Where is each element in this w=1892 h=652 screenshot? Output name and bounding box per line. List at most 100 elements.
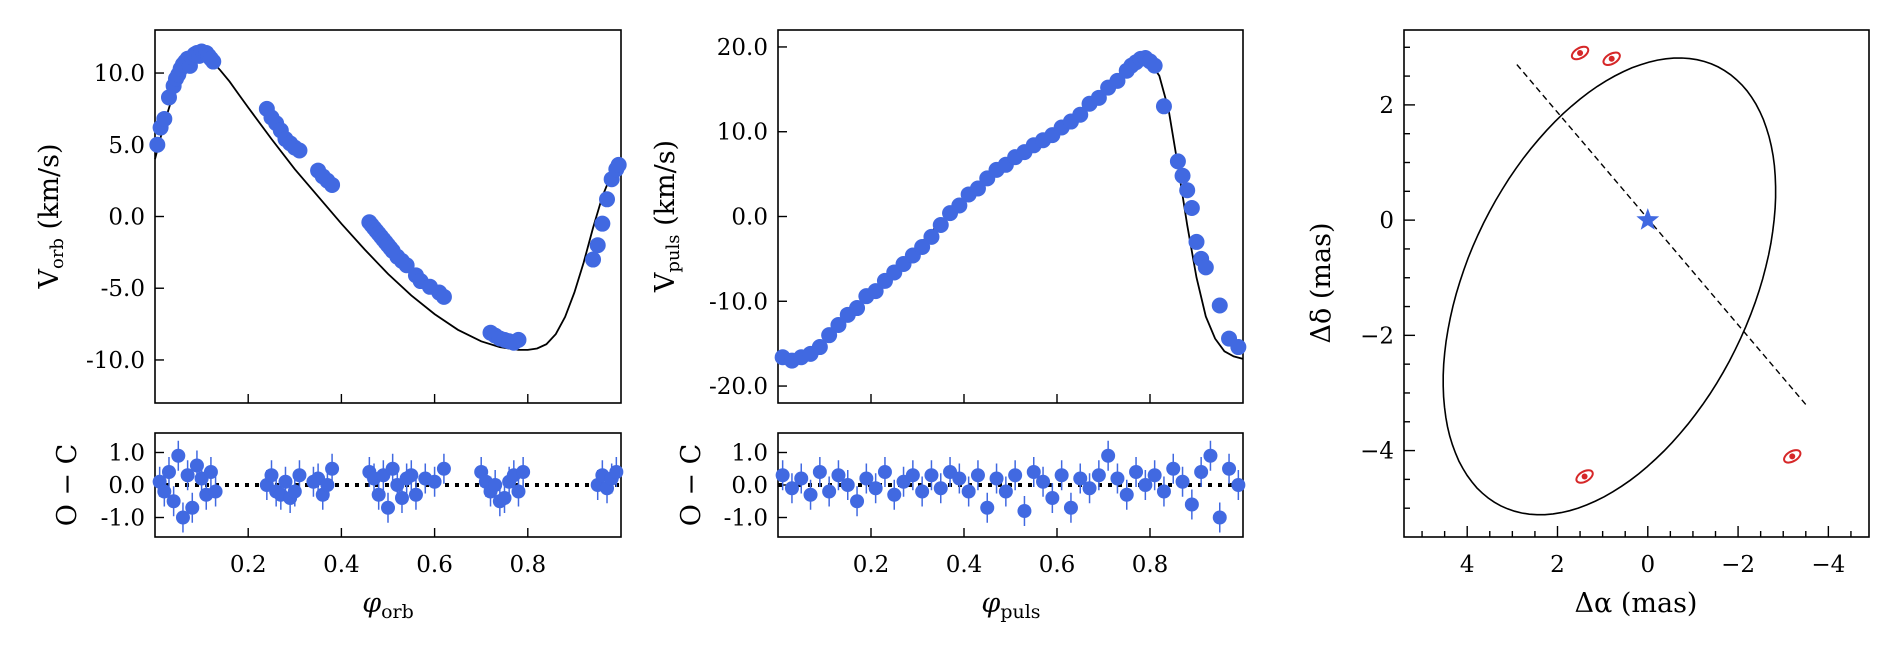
pulsation-residual-point [952, 471, 967, 486]
astrometric-xtick-label: 4 [1460, 552, 1475, 578]
pulsation-residual-point [794, 471, 809, 486]
pulsation-residual-point [998, 484, 1013, 499]
pulsation-residual-point [859, 471, 874, 486]
y-axis-label-orbital-velocity: Vorb (km/s) [34, 143, 68, 289]
orbital-residuals-ytick-label: 0.0 [108, 473, 145, 499]
orbital-velocity-point [510, 331, 527, 348]
orbital-residual-point [208, 484, 223, 499]
pulsation-residual-point [1110, 471, 1125, 486]
pulsation-velocity-point [1174, 167, 1191, 184]
pulsation-residual-point [1008, 468, 1023, 483]
pulsation-residual-point [1129, 465, 1144, 479]
orbital-velocity-point [149, 136, 166, 153]
panel-orbital-velocity: 10.0 5.0 0.0 -5.0 -10.0 Vorb (km/s) [34, 29, 627, 404]
astrometric-xtick-label: −4 [1811, 552, 1845, 578]
orbital-residuals-ytick-label: -1.0 [101, 506, 145, 532]
line-of-nodes [1516, 64, 1807, 405]
orbital-residuals-ytick-label: 1.0 [108, 441, 145, 467]
y-axis-label-orbital-residuals: O − C [52, 444, 83, 527]
orbital-velocity-ytick-label: 10.0 [94, 61, 145, 87]
x-axis-label-pulsation-phase: φpuls [981, 588, 1040, 623]
panel-pulsation-velocity: 20.0 10.0 0.0 -10.0 -20.0 Vpuls (km/s) [650, 29, 1247, 404]
y-ticks-orbital-velocity: 10.0 5.0 0.0 -5.0 -10.0 [86, 61, 529, 403]
model-curve-orbital-velocity [154, 56, 622, 351]
pulsation-residual-point [980, 500, 995, 515]
orbit-ellipse [1442, 45, 1807, 516]
pulsation-residual-point [915, 484, 930, 499]
orbital-velocity-point [599, 191, 616, 208]
pulsation-velocity-point [951, 197, 968, 214]
pulsation-residuals-ytick-label: 1.0 [731, 441, 768, 467]
pulsation-residual-point [1194, 465, 1209, 479]
orbital-velocity-point [291, 142, 308, 159]
astrometry-point-center [1608, 55, 1615, 62]
orbital-residual-point [203, 465, 218, 479]
orbital-velocity-point [156, 110, 173, 127]
orbital-residual-point [185, 500, 200, 515]
pulsation-velocity-point [969, 180, 986, 197]
orbital-residual-point [381, 500, 395, 515]
orbital-velocity-point [324, 176, 341, 193]
pulsation-residual-point [784, 481, 799, 496]
orbital-residuals-xtick-label: 0.2 [230, 552, 267, 578]
orbital-residual-point [516, 465, 531, 479]
pulsation-residual-point [1184, 497, 1199, 512]
pulsation-velocity-ytick-label: 0.0 [731, 205, 768, 231]
pulsation-velocity-point [1090, 89, 1107, 106]
pulsation-residuals-ytick-label: -1.0 [724, 506, 768, 532]
pulsation-residual-point [1231, 478, 1246, 492]
pulsation-residual-point [1045, 491, 1060, 505]
orbital-velocity-ytick-label: 0.0 [108, 205, 145, 231]
orbital-residuals-xtick-label: 0.4 [323, 552, 360, 578]
pulsation-residuals-xtick-label: 0.2 [853, 552, 890, 578]
data-points-pulsation-residuals [775, 440, 1246, 533]
data-points-pulsation-velocity [774, 49, 1247, 369]
orbital-residual-point [175, 510, 190, 525]
primary-star-marker [1636, 208, 1660, 230]
astrometry-point-center [1577, 50, 1584, 57]
pulsation-residuals-ytick-label: 0.0 [731, 473, 768, 499]
y-ticks-pulsation-velocity: 20.0 10.0 0.0 -10.0 -20.0 [709, 35, 1151, 403]
pulsation-residual-point [887, 487, 902, 502]
orbital-residual-point [427, 474, 442, 489]
orbital-velocity-point [585, 251, 602, 268]
pulsation-residual-point [1054, 468, 1069, 483]
orbital-residual-point [292, 468, 307, 483]
pulsation-velocity-point [1230, 339, 1247, 356]
pulsation-residual-point [1147, 468, 1162, 483]
orbital-residual-point [171, 448, 186, 463]
pulsation-residual-point [1212, 510, 1227, 525]
pulsation-residual-point [1026, 465, 1041, 479]
orbital-residual-point [408, 487, 423, 502]
pulsation-residual-point [1166, 461, 1181, 476]
pulsation-residual-point [1175, 474, 1190, 489]
pulsation-velocity-ytick-label: -10.0 [709, 289, 768, 315]
pulsation-velocity-point [914, 239, 931, 256]
pulsation-velocity-point [1109, 72, 1126, 89]
orbital-velocity-point [589, 237, 606, 254]
pulsation-velocity-point [1146, 57, 1163, 74]
pulsation-residuals-xtick-label: 0.4 [946, 552, 983, 578]
data-points-orbital-velocity [149, 43, 627, 351]
pulsation-velocity-point [1179, 182, 1196, 199]
astrometric-xtick-label: 0 [1640, 552, 1655, 578]
x-axis-label-orbital-phase: φorb [362, 588, 414, 623]
pulsation-velocity-point [1211, 297, 1228, 314]
axis-ticks-pulsation-residuals: 1.0 0.0 -1.0 0.2 0.4 0.6 0.8 [724, 441, 1169, 579]
pulsation-residual-point [1101, 448, 1116, 463]
orbital-residual-point [511, 484, 526, 499]
plot-frame-pulsation-velocity [777, 29, 1244, 404]
pulsation-residuals-xtick-label: 0.6 [1039, 552, 1076, 578]
orbital-model-line [154, 56, 622, 351]
astrometry-point [1602, 51, 1621, 67]
y-axis-label-pulsation-residuals: O − C [676, 444, 707, 527]
panel-orbital-residuals: 1.0 0.0 -1.0 0.2 0.4 0.6 0.8 O − C φorb [52, 432, 624, 623]
pulsation-velocity-point [1197, 259, 1214, 276]
orbital-residual-point [394, 491, 409, 505]
pulsation-residual-point [1036, 474, 1051, 489]
pulsation-residual-point [1063, 500, 1078, 515]
orbital-velocity-ytick-label: -5.0 [101, 276, 145, 302]
pulsation-residual-point [1119, 487, 1134, 502]
astrometric-ytick-label: −2 [1360, 323, 1394, 349]
